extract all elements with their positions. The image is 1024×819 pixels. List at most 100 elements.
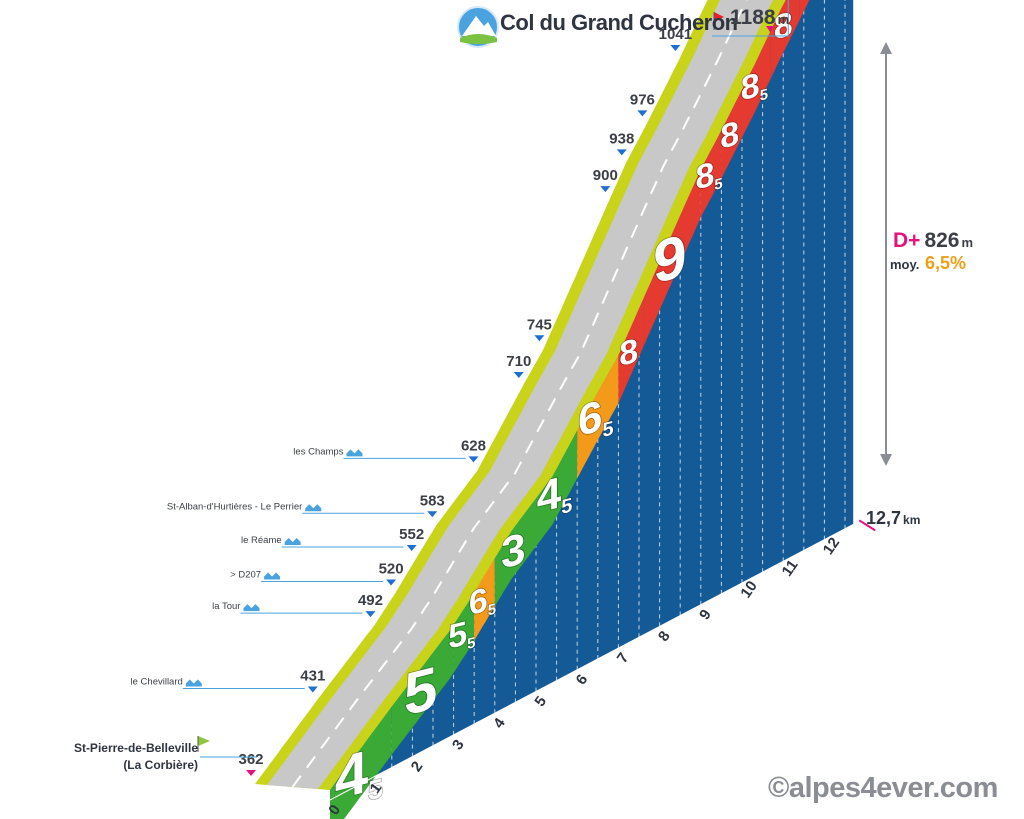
road-centre-line: [291, 0, 748, 788]
gradient-segment: [577, 355, 619, 479]
km-tick-label: 5: [531, 693, 550, 710]
altitude-marker-triangle: [513, 371, 524, 378]
village-icon: [346, 449, 363, 457]
gradient-segment: [742, 30, 771, 138]
altitude-marker-label: 900: [593, 167, 618, 184]
gradient-label-decimal: 5: [467, 634, 476, 653]
place-label: le Réame: [241, 535, 282, 546]
profile-ground: [330, 0, 854, 800]
altitude-marker-triangle: [406, 545, 417, 552]
gradient-label-decimal: 5: [561, 494, 572, 518]
altitude-marker-triangle: [246, 770, 256, 776]
elevation-arrow-up-icon: [880, 42, 892, 54]
elevation-gain-unit: m: [961, 235, 974, 250]
gradient-label: 45: [537, 466, 573, 525]
gradient-segment: [453, 592, 475, 673]
average-gradient-label: moy.: [890, 257, 920, 272]
place-label: la Tour: [212, 601, 240, 612]
gradient-label-decimal: 5: [368, 772, 383, 806]
km-tick-label: 6: [573, 672, 592, 689]
km-tick-label: 12: [820, 534, 843, 557]
gradient-segments: 4555565345658985885885885: [330, 0, 821, 819]
decorations: [197, 0, 892, 758]
altitude-marker-label: 710: [506, 353, 531, 370]
altitude-marker-triangle: [468, 456, 479, 463]
summit-marker-triangle: [766, 26, 774, 32]
altitude-marker-triangle: [307, 686, 318, 693]
summit-leader-line: [712, 0, 789, 37]
altitude-marker-label: 492: [358, 592, 383, 609]
gradient-segment: [721, 89, 742, 179]
copyright-credit: ©alpes4ever.com: [768, 772, 998, 804]
gradient-label-decimal: 5: [488, 600, 497, 619]
gradient-label: 9: [653, 221, 686, 296]
average-gradient: moy. 6,5%: [890, 253, 966, 274]
altitude-marker-label: 552: [399, 526, 424, 543]
gradient-segment: [494, 498, 536, 607]
gradient-segment: [330, 706, 392, 819]
place-label: St-Alban-d'Hurtières - Le Perrier: [167, 501, 302, 512]
gradient-segment: [474, 558, 495, 641]
summit-altitude-value: 1188: [730, 6, 776, 29]
gradient-label-decimal: 5: [714, 175, 723, 194]
altitude-marker-triangle: [365, 611, 376, 618]
village-icon: [185, 679, 202, 687]
summit-flag-icon: [714, 12, 724, 22]
km-tick-label: 4: [490, 714, 509, 731]
altitude-marker-label: 745: [527, 316, 552, 333]
total-distance-value: 12,7: [866, 508, 902, 528]
gradient-segment: [536, 430, 578, 547]
km-tick-label: 10: [737, 578, 760, 601]
summit-altitude-unit: m: [777, 12, 790, 27]
altitude-marker-triangle: [670, 45, 681, 52]
gradient-label: 3: [501, 524, 525, 578]
start-location-line2: (La Corbière): [123, 758, 198, 772]
altitude-marker-label: 362: [238, 751, 263, 768]
altitude-marker-label: 1041: [659, 26, 692, 43]
gradient-segment: [770, 0, 800, 79]
gradient-label: 5: [404, 653, 437, 728]
summit-altitude: 1188 m: [730, 6, 789, 30]
start-flag-icon: [198, 736, 210, 746]
km-tick-label: 3: [449, 737, 468, 754]
village-icon: [264, 572, 281, 580]
gradient-segment: [391, 624, 454, 755]
altitude-marker-triangle: [616, 149, 627, 156]
elevation-gain-label: D+: [893, 229, 921, 252]
mountain-meadow-shape: [460, 34, 497, 44]
km-tick-label: 9: [696, 606, 715, 623]
elevation-gain-value: 826: [924, 229, 960, 252]
altitude-marker-triangle: [600, 186, 611, 193]
altitude-markers: 3624314925205525836287107459009389761041…: [238, 26, 692, 776]
altitude-marker-triangle: [637, 110, 648, 117]
altitude-marker-triangle: [427, 511, 438, 518]
place-labels: le Chevillard la Tour > D207 le Réame St-Alb…: [131, 446, 466, 689]
km-tick-label: 2: [408, 758, 427, 775]
pass-title: Col du Grand Cucheron: [500, 10, 738, 35]
elevation-arrow-down-icon: [880, 454, 892, 466]
average-gradient-value: 6,5%: [925, 253, 967, 273]
km-axis-line: [329, 523, 854, 801]
village-icon: [243, 604, 260, 612]
altitude-marker-label: 628: [461, 437, 486, 454]
elevation-gain: D+ 826 m: [893, 229, 973, 253]
gradient-segment: [799, 0, 810, 20]
gradient-segment: [643, 169, 701, 348]
km-tick-label: 8: [655, 628, 674, 645]
village-icon: [305, 504, 322, 512]
start-location-line1: St-Pierre-de-Belleville: [73, 741, 198, 755]
gradient-label: 8: [720, 114, 739, 156]
gradient-segment: [700, 130, 722, 218]
gradient-label: 8: [619, 332, 638, 374]
start-location: St-Pierre-de-Belleville (La Corbière): [66, 740, 198, 774]
altitude-marker-label: 520: [379, 561, 404, 578]
place-label: > D207: [230, 570, 261, 581]
total-distance-unit: km: [903, 513, 921, 527]
place-label: les Champs: [293, 446, 343, 457]
mountain-peak-shape: [462, 16, 496, 36]
road-ribbon: [255, 0, 786, 790]
altitude-marker-label: 583: [420, 492, 445, 509]
altitude-marker-label: 938: [609, 130, 634, 147]
total-distance: 12,7 km: [866, 508, 920, 529]
